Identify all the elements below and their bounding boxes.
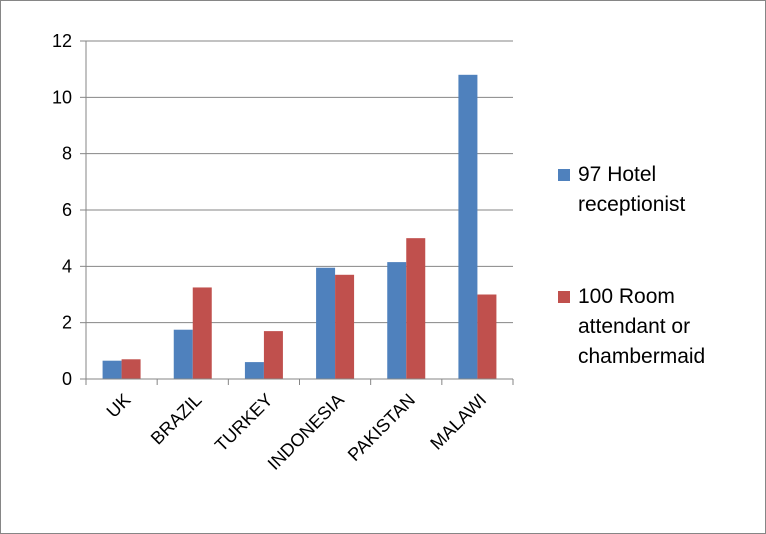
y-tick-label: 6 xyxy=(62,200,72,220)
legend-swatch-series-2 xyxy=(558,291,570,303)
legend-label-series-2: 100 Room xyxy=(578,285,675,308)
bar-brazil-series-2 xyxy=(192,287,212,379)
x-tick-label-brazil: BRAZIL xyxy=(147,390,206,449)
legend-swatch-series-1 xyxy=(558,169,570,181)
legend: 97 Hotel receptionist 100 Room attendant or… xyxy=(558,163,705,368)
x-tick-label-malawi: MALAWI xyxy=(426,390,490,454)
y-tick-label: 2 xyxy=(62,313,72,333)
legend-label-series-2: chambermaid xyxy=(578,345,705,368)
legend-label-series-1: 97 Hotel xyxy=(578,163,656,186)
legend-label-series-2: attendant or xyxy=(578,315,690,338)
x-tick-label-uk: UK xyxy=(103,390,135,422)
bar-uk-series-1 xyxy=(102,360,122,379)
bar-indonesia-series-1 xyxy=(316,267,336,379)
bar-uk-series-2 xyxy=(121,359,141,379)
bar-pakistan-series-1 xyxy=(387,262,407,379)
bar-brazil-series-1 xyxy=(173,329,193,379)
bars xyxy=(102,74,497,380)
bar-turkey-series-2 xyxy=(263,331,283,379)
y-tick-label: 12 xyxy=(52,31,72,51)
x-tick-label-indonesia: INDONESIA xyxy=(264,390,348,474)
y-tick-label: 0 xyxy=(62,369,72,389)
bar-indonesia-series-2 xyxy=(335,274,355,379)
legend-label-series-1: receptionist xyxy=(578,193,686,216)
bar-turkey-series-1 xyxy=(244,362,264,379)
y-tick-label: 8 xyxy=(62,144,72,164)
y-tick-label: 4 xyxy=(62,256,72,276)
bar-pakistan-series-2 xyxy=(406,238,426,379)
gridlines xyxy=(86,40,513,324)
bar-malawi-series-2 xyxy=(477,294,497,379)
axes xyxy=(80,40,514,385)
bar-malawi-series-1 xyxy=(458,74,478,380)
x-tick-label-turkey: TURKEY xyxy=(211,390,277,456)
x-tick-label-pakistan: PAKISTAN xyxy=(344,390,419,465)
y-tick-labels: 0 2 4 6 8 10 12 xyxy=(52,31,72,389)
y-tick-label: 10 xyxy=(52,87,72,107)
